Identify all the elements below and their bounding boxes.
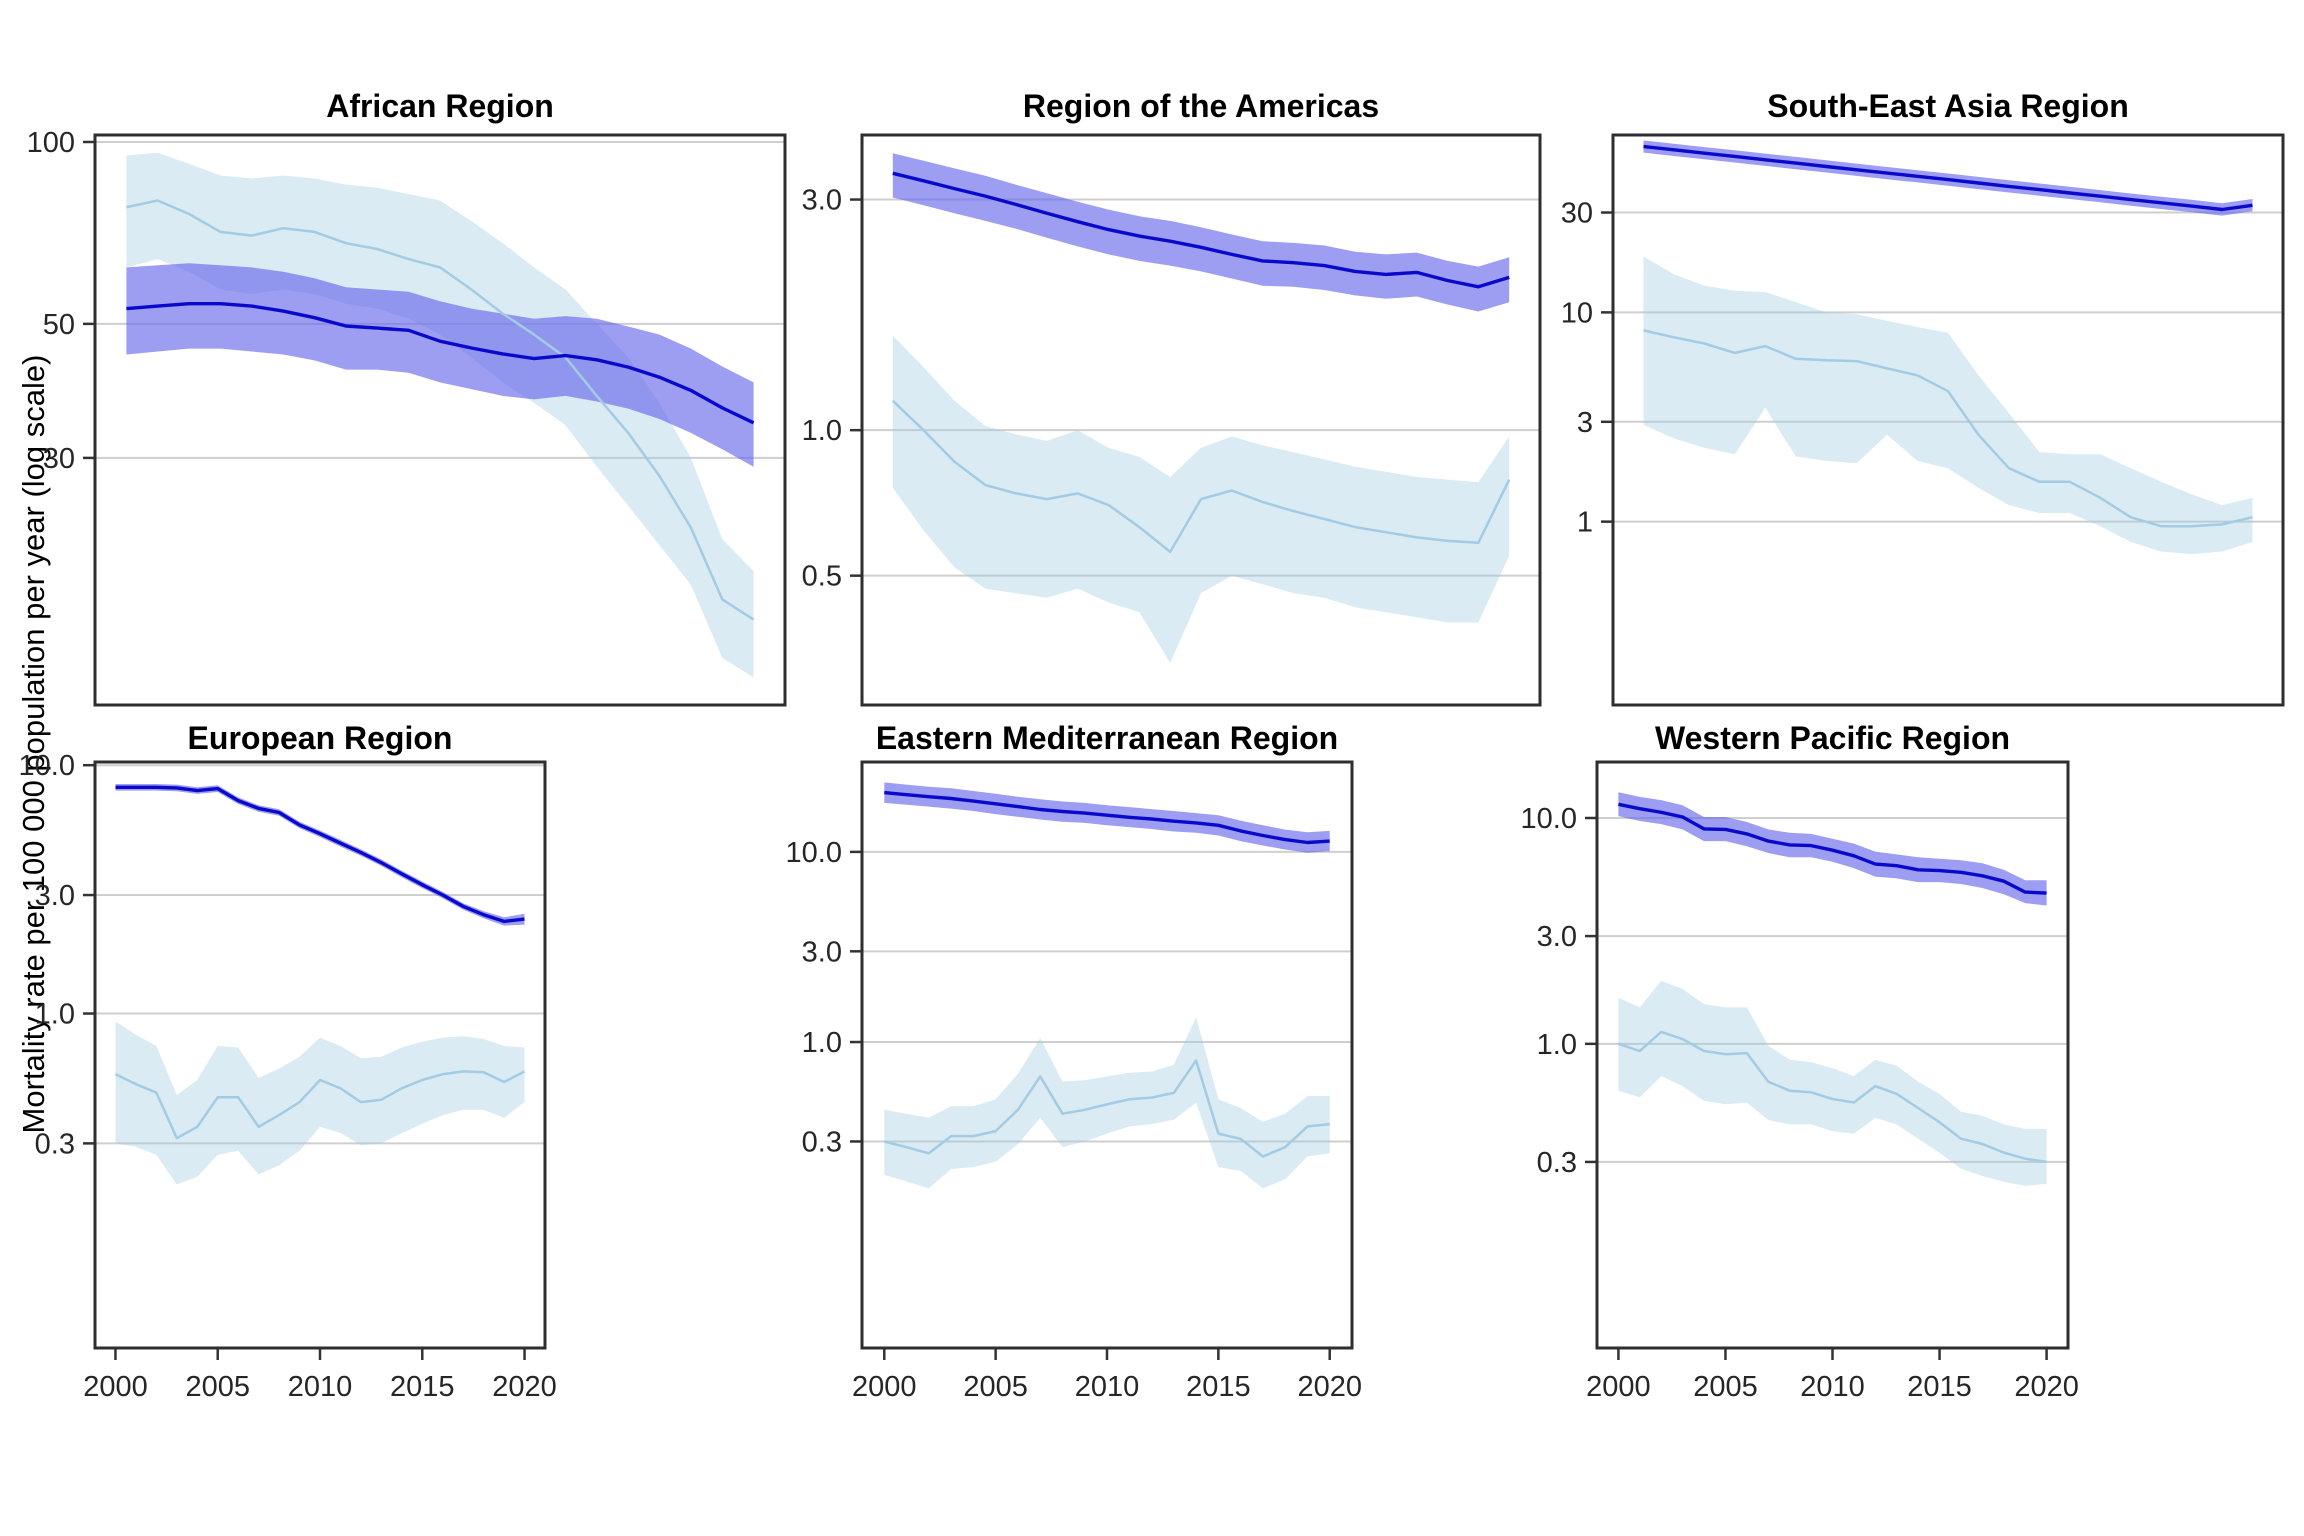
svg-text:3.0: 3.0: [1537, 921, 1577, 953]
svg-text:2000: 2000: [1586, 1371, 1651, 1403]
panel-european-region: 10.0 3.0 1.0 0.3 2000 2005 2010 2015 2020: [19, 750, 557, 1403]
panel-title-western-pacific: Western Pacific Region: [1654, 720, 2011, 756]
svg-text:1.0: 1.0: [1537, 1029, 1577, 1061]
panel-south-east-asia-region: 30 10 3 1: [1561, 133, 2285, 707]
svg-text:10: 10: [1561, 297, 1593, 329]
svg-text:2020: 2020: [2014, 1371, 2079, 1403]
panel-title-south-east-asia: South-East Asia Region: [1767, 88, 2129, 124]
svg-text:2000: 2000: [83, 1371, 148, 1403]
svg-text:2000: 2000: [852, 1371, 917, 1403]
svg-text:50: 50: [43, 309, 75, 341]
svg-text:1.0: 1.0: [802, 415, 842, 447]
chart-european-region: 10.0 3.0 1.0 0.3 2000 2005 2010 2015 2020: [19, 750, 557, 1403]
svg-text:1.0: 1.0: [802, 1027, 842, 1059]
panel-title-eastern-mediterranean: Eastern Mediterranean Region: [875, 720, 1339, 756]
svg-text:1: 1: [1577, 507, 1593, 539]
svg-text:2010: 2010: [288, 1371, 353, 1403]
svg-text:3.0: 3.0: [35, 880, 75, 912]
svg-text:2015: 2015: [1907, 1371, 1972, 1403]
chart-western-pacific-region: 10.0 3.0 1.0 0.3 2000 2005 2010 2015 2020: [1521, 760, 2079, 1403]
svg-text:30: 30: [43, 443, 75, 475]
svg-text:2010: 2010: [1075, 1371, 1140, 1403]
panel-western-pacific-region: 10.0 3.0 1.0 0.3 2000 2005 2010 2015 2020: [1521, 760, 2079, 1403]
svg-text:2015: 2015: [390, 1371, 455, 1403]
panel-region-of-the-americas: 3.0 1.0 0.5: [802, 133, 1542, 707]
svg-text:3.0: 3.0: [802, 936, 842, 968]
svg-text:10.0: 10.0: [1521, 803, 1577, 835]
svg-text:10.0: 10.0: [786, 837, 842, 869]
svg-text:2015: 2015: [1186, 1371, 1251, 1403]
svg-text:2020: 2020: [492, 1371, 557, 1403]
svg-text:2005: 2005: [1693, 1371, 1758, 1403]
svg-text:3: 3: [1577, 407, 1593, 439]
svg-text:2020: 2020: [1297, 1371, 1362, 1403]
svg-text:3.0: 3.0: [802, 185, 842, 217]
svg-text:1.0: 1.0: [35, 999, 75, 1031]
svg-text:0.3: 0.3: [35, 1128, 75, 1160]
svg-text:0.3: 0.3: [1537, 1147, 1577, 1179]
panel-title-african: African Region: [326, 88, 554, 124]
chart-south-east-asia-region: 30 10 3 1: [1561, 133, 2285, 707]
panel-eastern-mediterranean-region: 10.0 3.0 1.0 0.3 2000 2005 2010 2015 2020: [786, 760, 1362, 1403]
panel-title-european: European Region: [187, 720, 453, 756]
panel-title-americas: Region of the Americas: [1022, 88, 1380, 124]
svg-text:2005: 2005: [185, 1371, 250, 1403]
chart-region-of-the-americas: 3.0 1.0 0.5: [802, 133, 1542, 707]
svg-text:0.3: 0.3: [802, 1126, 842, 1158]
svg-text:0.5: 0.5: [802, 561, 842, 593]
svg-text:2005: 2005: [963, 1371, 1028, 1403]
svg-text:10.0: 10.0: [19, 750, 75, 782]
chart-african-region: 100 50 30: [27, 127, 787, 707]
svg-text:100: 100: [27, 127, 75, 159]
svg-text:2010: 2010: [1800, 1371, 1865, 1403]
chart-eastern-mediterranean-region: 10.0 3.0 1.0 0.3 2000 2005 2010 2015 2020: [786, 760, 1362, 1403]
panel-african-region: 100 50 30: [27, 127, 787, 707]
svg-text:30: 30: [1561, 198, 1593, 230]
